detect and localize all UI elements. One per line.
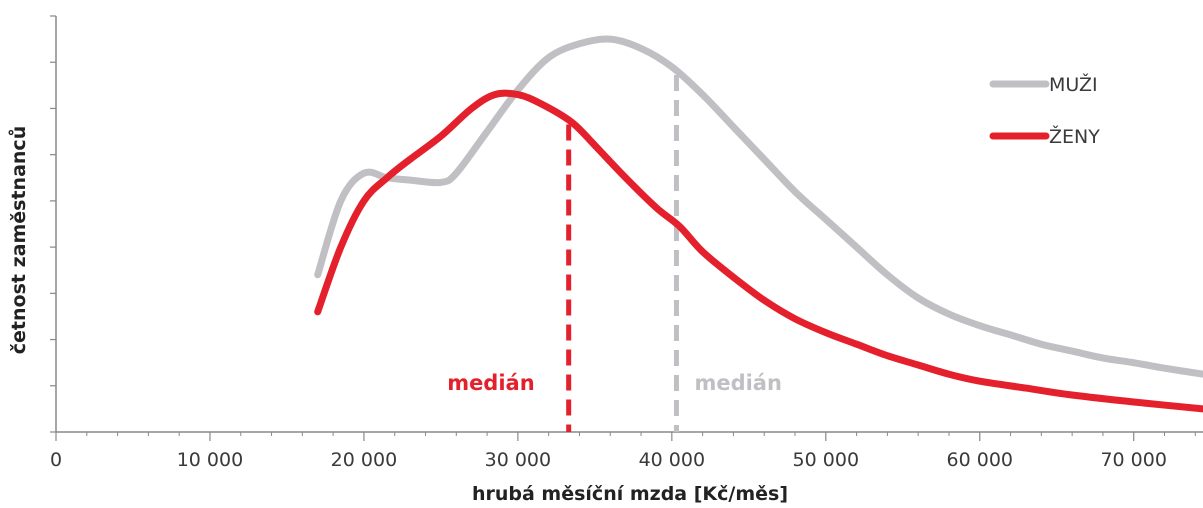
median-label-zeny: medián xyxy=(447,371,534,395)
series-line-muzi xyxy=(314,35,1203,378)
legend: MUŽI ŽENY xyxy=(989,73,1100,148)
series-line-zeny xyxy=(314,89,1203,413)
median-label-muzi: medián xyxy=(694,371,781,395)
x-tick-label: 60 000 xyxy=(947,449,1013,471)
x-axis-group: 0 10 000 20 000 30 000 40 000 50 000 60 000 70 … xyxy=(50,431,1203,471)
series-lines xyxy=(314,35,1203,413)
y-axis-title: četnost zaměstnanců xyxy=(7,126,30,354)
x-tick-label: 0 xyxy=(50,449,62,471)
x-tick-label: 70 000 xyxy=(1100,449,1166,471)
x-tick-label: 50 000 xyxy=(793,449,859,471)
x-tick-label: 30 000 xyxy=(485,449,551,471)
x-tick-label: 10 000 xyxy=(177,449,243,471)
x-tick-label: 40 000 xyxy=(639,449,705,471)
legend-label-zeny: ŽENY xyxy=(1049,125,1100,148)
legend-label-muzi: MUŽI xyxy=(1049,73,1098,96)
median-lines: medián medián xyxy=(447,75,782,432)
x-axis-title: hrubá měsíční mzda [Kč/měs] xyxy=(472,483,788,505)
y-axis-group xyxy=(50,15,57,433)
x-tick-label: 20 000 xyxy=(331,449,397,471)
